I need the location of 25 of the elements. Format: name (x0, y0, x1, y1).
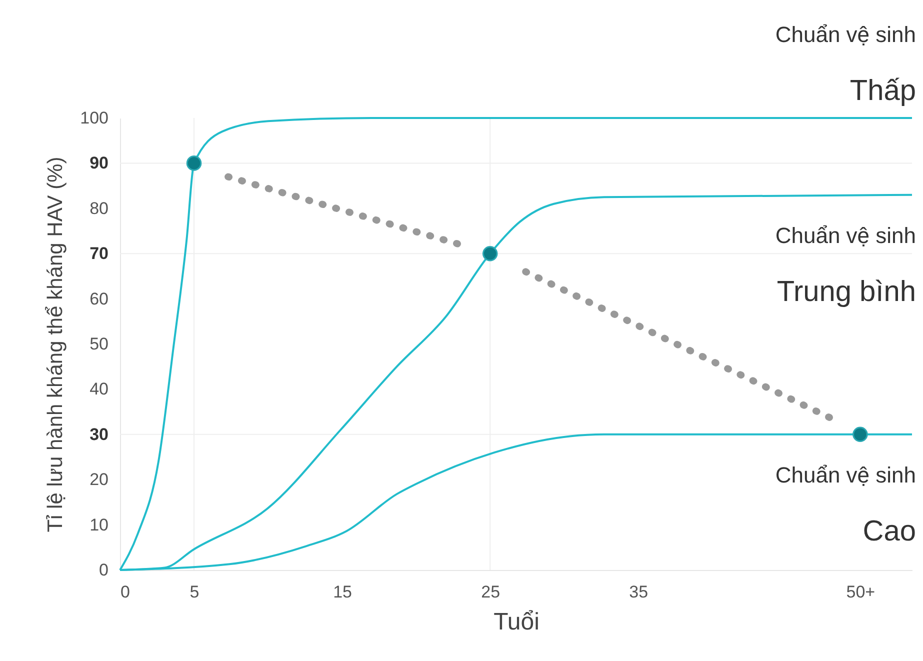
point (186, 156, 202, 171)
text: Chuẩn vệ sinh Trung bình (775, 222, 916, 308)
y-tick-label: 90 (90, 154, 108, 173)
x-tick-label: 35 (629, 582, 648, 602)
y-tick-label: 30 (90, 424, 108, 444)
x-axis-title: Tuổi (494, 608, 540, 636)
y-tick-label: 0 (99, 560, 108, 580)
y-tick-label: 80 (90, 198, 108, 218)
x-tick-label: 5 (190, 582, 200, 602)
y-tick-label: 20 (90, 470, 108, 490)
y-tick-label: 70 (90, 244, 108, 264)
y-tick-label: 40 (90, 380, 108, 399)
x-tick-label: 15 (333, 582, 352, 602)
x-tick-label: 25 (481, 582, 500, 602)
point (852, 426, 868, 442)
y-axis-title: Tỉ lệ lưu hành kháng thể kháng HAV (%) (44, 156, 68, 532)
x-tick-label: 50+ (846, 582, 876, 602)
text: Chuẩn vệ sinh Thấp (775, 22, 916, 107)
point (482, 246, 498, 262)
y-tick-label: 50 (90, 334, 108, 354)
text: Chuẩn vệ sinh Cao (775, 462, 916, 548)
x-tick-label: 0 (120, 582, 130, 602)
y-tick-label: 60 (90, 289, 108, 308)
y-tick-label: 10 (90, 515, 108, 534)
y-tick-label: 100 (80, 108, 108, 128)
